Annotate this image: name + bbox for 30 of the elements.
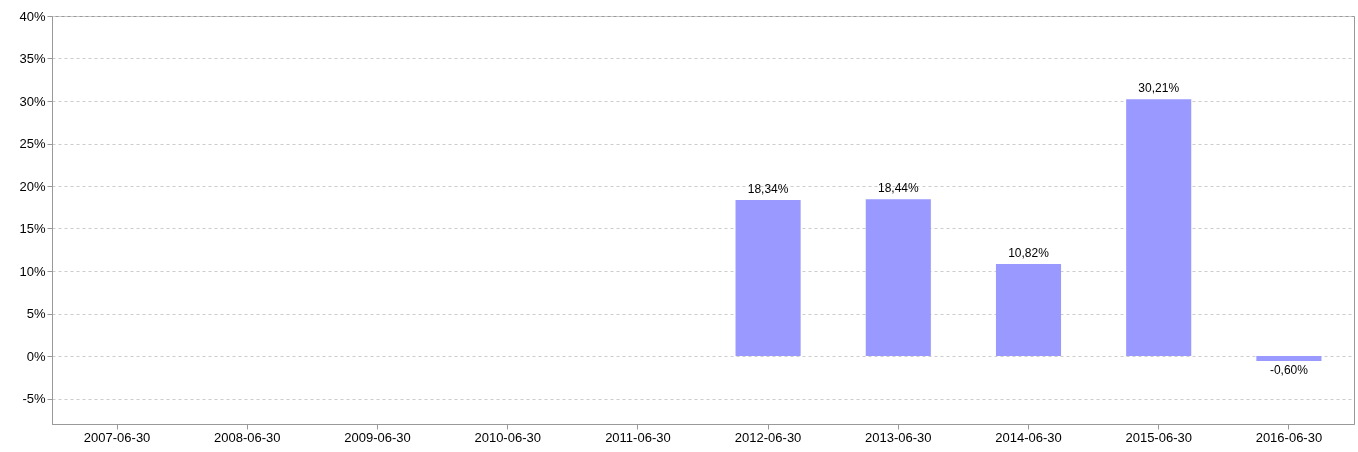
x-tick-label: 2016-06-30 (1255, 429, 1323, 445)
y-tick-label: 15% (19, 221, 46, 236)
data-label: 30,21% (1138, 81, 1180, 96)
x-tick-label: 2011-06-30 (605, 429, 671, 445)
y-tick-label: 5% (26, 306, 46, 321)
bar (1256, 356, 1322, 362)
bar (735, 200, 801, 356)
y-tick-label: 35% (19, 51, 46, 66)
y-tick-label: 25% (19, 136, 46, 151)
x-tick-label: 2014-06-30 (995, 429, 1062, 445)
bar (1126, 99, 1192, 356)
x-tick-label: 2008-06-30 (214, 429, 281, 445)
data-label: 10,82% (1008, 246, 1050, 261)
x-tick-label: 2009-06-30 (344, 429, 411, 445)
x-tick-label: 2012-06-30 (734, 429, 802, 445)
data-label: 18,44% (877, 181, 919, 196)
x-tick-label: 2010-06-30 (474, 429, 541, 445)
y-tick-label: -5% (22, 391, 46, 406)
x-tick-label: 2007-06-30 (83, 429, 151, 445)
y-tick-label: 30% (19, 93, 46, 109)
y-tick-label: 40% (19, 8, 46, 24)
y-tick-label: 10% (19, 263, 46, 279)
x-tick-label: 2015-06-30 (1125, 429, 1192, 445)
bar (995, 264, 1062, 356)
data-label: 18,34% (747, 182, 789, 197)
x-tick-label: 2013-06-30 (865, 429, 932, 445)
y-tick-label: 0% (26, 348, 46, 364)
y-tick-label: 20% (19, 178, 46, 194)
bar (865, 199, 931, 356)
data-label: -0,60% (1269, 363, 1309, 378)
